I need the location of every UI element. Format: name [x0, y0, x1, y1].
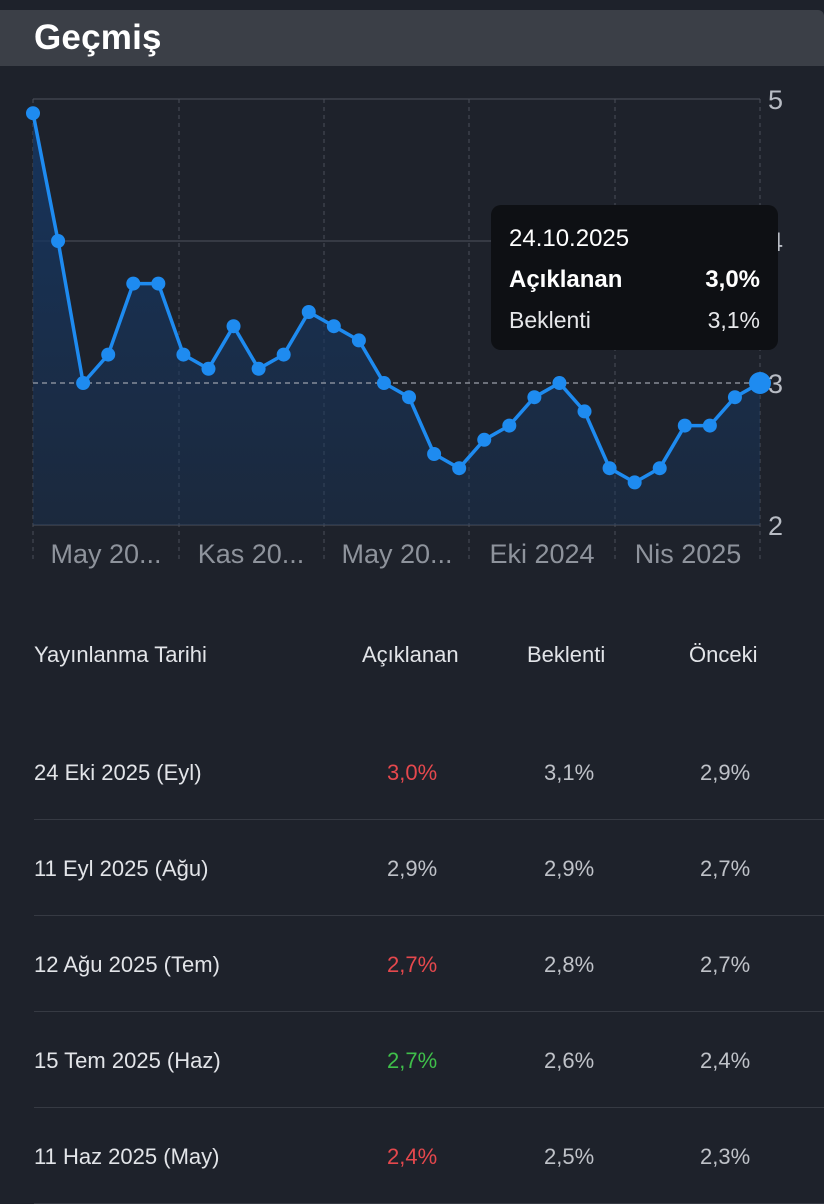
- tooltip-actual-value: 3,0%: [705, 266, 760, 293]
- row-forecast: 2,5%: [544, 1144, 595, 1169]
- x-tick-label: May 20...: [341, 539, 452, 569]
- header-previous[interactable]: Önceki: [689, 642, 758, 667]
- data-point: [702, 418, 717, 433]
- y-tick-label: 3: [768, 369, 783, 399]
- row-forecast: 2,9%: [544, 856, 595, 881]
- data-point: [527, 390, 542, 405]
- row-previous: 2,3%: [700, 1144, 751, 1169]
- data-point: [276, 347, 291, 362]
- data-point: [351, 333, 366, 348]
- data-point: [251, 361, 266, 376]
- row-forecast: 2,8%: [544, 952, 595, 977]
- x-tick-label: Kas 20...: [198, 539, 305, 569]
- data-point: [652, 461, 667, 476]
- data-point: [26, 106, 40, 121]
- history-chart[interactable]: 5432May 20...Kas 20...May 20...Eki 2024N…: [0, 66, 824, 586]
- data-point: [727, 390, 742, 405]
- row-actual: 2,7%: [387, 952, 438, 977]
- data-point: [552, 376, 567, 390]
- row-forecast: 3,1%: [544, 760, 595, 785]
- history-table: Yayınlanma Tarihi Açıklanan Beklenti Önc…: [0, 620, 824, 1204]
- table-body: 24 Eki 2025 (Eyl) 3,0% 3,1% 2,9% 11 Eyl 2025…: [0, 724, 824, 1204]
- table-row[interactable]: 15 Tem 2025 (Haz) 2,7% 2,6% 2,4%: [34, 1012, 824, 1108]
- row-previous: 2,9%: [700, 760, 751, 785]
- table-header: Yayınlanma Tarihi Açıklanan Beklenti Önc…: [0, 620, 824, 690]
- x-tick-label: Nis 2025: [635, 539, 742, 569]
- row-release-date: 15 Tem 2025 (Haz): [34, 1048, 221, 1073]
- top-strip: [0, 0, 824, 10]
- row-actual: 2,4%: [387, 1144, 438, 1169]
- row-release-date: 11 Eyl 2025 (Ağu): [34, 856, 209, 881]
- row-previous: 2,4%: [700, 1048, 751, 1073]
- data-point: [226, 319, 241, 334]
- y-tick-label: 5: [768, 85, 783, 115]
- table-row[interactable]: 11 Haz 2025 (May) 2,4% 2,5% 2,3%: [34, 1108, 824, 1204]
- chart-tooltip: 24.10.2025 Açıklanan 3,0% Beklenti 3,1%: [491, 205, 778, 350]
- data-point: [301, 305, 316, 319]
- data-point: [376, 376, 391, 390]
- row-actual: 2,9%: [387, 856, 438, 881]
- highlighted-point: [749, 372, 771, 394]
- row-actual: 3,0%: [387, 760, 438, 785]
- data-point: [627, 475, 642, 490]
- data-point: [577, 404, 592, 419]
- series-area: [33, 113, 760, 525]
- table-row[interactable]: 24 Eki 2025 (Eyl) 3,0% 3,1% 2,9%: [34, 724, 824, 820]
- table-row[interactable]: 12 Ağu 2025 (Tem) 2,7% 2,8% 2,7%: [34, 916, 824, 1012]
- y-tick-label: 2: [768, 511, 783, 541]
- section-title: Geçmiş: [34, 18, 162, 57]
- table-row[interactable]: 11 Eyl 2025 (Ağu) 2,9% 2,9% 2,7%: [34, 820, 824, 916]
- x-tick-label: May 20...: [50, 539, 161, 569]
- row-forecast: 2,6%: [544, 1048, 595, 1073]
- data-point: [126, 276, 141, 291]
- data-point: [677, 418, 692, 433]
- data-point: [201, 361, 216, 376]
- data-point: [176, 347, 191, 362]
- row-release-date: 12 Ağu 2025 (Tem): [34, 952, 220, 977]
- data-point: [402, 390, 417, 405]
- data-point: [502, 418, 517, 433]
- data-point: [452, 461, 467, 476]
- table-spacer: [0, 690, 824, 724]
- row-previous: 2,7%: [700, 856, 751, 881]
- data-point: [326, 319, 341, 334]
- data-point: [477, 432, 492, 447]
- row-release-date: 11 Haz 2025 (May): [34, 1144, 220, 1169]
- header-forecast[interactable]: Beklenti: [527, 642, 606, 667]
- data-point: [76, 376, 91, 390]
- data-point: [101, 347, 116, 362]
- x-tick-label: Eki 2024: [489, 539, 594, 569]
- row-previous: 2,7%: [700, 952, 751, 977]
- tooltip-date: 24.10.2025: [509, 225, 630, 252]
- tooltip-forecast-label: Beklenti: [509, 307, 591, 333]
- row-actual: 2,7%: [387, 1048, 438, 1073]
- data-point: [51, 234, 66, 248]
- data-point: [427, 447, 442, 461]
- section-header: Geçmiş: [0, 10, 824, 66]
- tooltip-forecast-value: 3,1%: [707, 307, 760, 333]
- chart-svg: 5432May 20...Kas 20...May 20...Eki 2024N…: [26, 85, 783, 569]
- data-point: [602, 461, 617, 476]
- header-actual[interactable]: Açıklanan: [362, 642, 459, 667]
- data-point: [151, 276, 166, 291]
- row-release-date: 24 Eki 2025 (Eyl): [34, 760, 202, 785]
- tooltip-actual-label: Açıklanan: [509, 266, 623, 293]
- header-release-date[interactable]: Yayınlanma Tarihi: [34, 642, 207, 667]
